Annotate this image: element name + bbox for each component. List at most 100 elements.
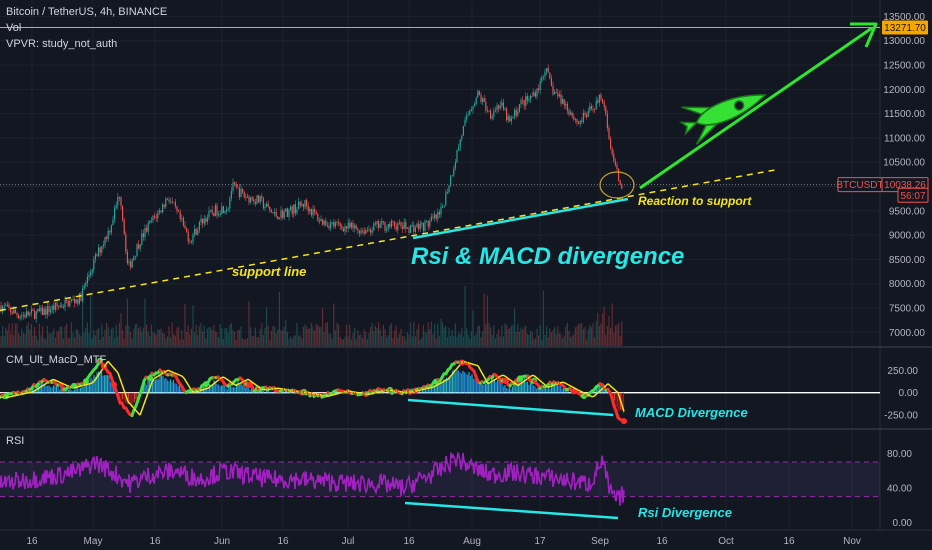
candle-body [54,302,56,310]
volume-bar [37,339,39,346]
volume-bar [176,327,178,346]
volume-bar [291,338,293,346]
volume-bar [181,329,183,346]
volume-bar [549,328,551,346]
macd-signal-segment [49,379,53,382]
volume-bar [29,329,31,346]
candle-body [315,212,317,215]
candle-body [242,188,244,193]
volume-bar [320,326,322,346]
volume-bar [51,332,53,346]
volume-bar [443,327,445,346]
price-tag-label: 10038.26 [884,180,926,191]
volume-bar [517,324,519,346]
time-axis[interactable]: 16 May 16 Jun 16 Jul 16 Aug 17 Sep 16 Oct 16 Nov [26,536,860,547]
candle-body [397,223,399,230]
macd-signal-segment [103,363,107,368]
candle-body [126,252,128,264]
macd-signal-segment [97,372,101,377]
macd-legend: CM_Ult_MacD_MTF [6,354,107,366]
candle-body [283,211,285,218]
volume-bar [362,338,364,346]
candle-body [42,307,44,316]
volume-bar [594,337,596,346]
macd-signal-segment [559,381,563,384]
candle-body [166,198,168,200]
candle-body [75,299,77,304]
volume-bar [389,325,391,346]
volume-bar [46,326,48,346]
candle-body [586,114,588,117]
candle-body [469,111,471,115]
volume-bar [339,337,341,346]
volume-bar [365,332,367,346]
macd-signal-segment [231,382,235,385]
macd-signal-segment [247,378,251,382]
candle-body [171,201,173,203]
volume-bar [251,336,253,346]
macd-signal-segment [505,376,509,379]
candle-body [141,233,143,245]
rsi-axis[interactable]: 80.00 40.00 0.00 [887,449,912,529]
volume-bar [90,295,92,346]
time-tick-label: 16 [403,536,415,547]
macd-divergence-line [407,398,614,417]
candle-body [56,302,58,307]
candle-body [606,114,608,128]
macd-axis[interactable]: 250.00 0.00 -250.00 [884,366,918,422]
volume-bar [336,323,338,346]
candle-body [218,214,220,216]
candle-body [576,118,578,123]
candle-body [2,306,4,312]
macd-signal-segment [611,386,615,390]
volume-bar [189,334,191,346]
candle-body [330,222,332,229]
volume-bar [374,325,376,346]
volume-bar [509,327,511,346]
macd-signal-segment [327,395,331,398]
volume-bar [347,336,349,346]
candle-body [445,192,447,206]
candle-body [131,260,133,268]
volume-bar [464,285,466,346]
macd-signal-segment [73,386,77,389]
time-tick-label: Sep [591,536,609,547]
volume-bar [163,333,165,346]
volume-bar [222,338,224,346]
volume-bar [461,328,463,346]
candle-body [488,110,490,112]
volume-bar [131,338,133,346]
volume-bar [518,331,520,346]
macd-signal-segment [257,385,261,389]
candle-body [466,115,468,120]
macd-signal-segment [479,368,483,374]
candle-body [541,77,543,82]
macd-signal-segment [213,381,217,385]
volume-bar [101,323,103,346]
candle-body [610,138,612,149]
candle-body [294,204,296,214]
volume-bar [410,322,412,346]
candle-body [186,228,188,232]
macd-signal-segment [483,376,487,381]
candle-body [21,315,23,318]
macd-signal-segment [431,386,435,389]
candle-body [552,85,554,95]
volume-bar [349,324,351,346]
candle-body [165,198,167,207]
candle-body [178,210,180,213]
volume-bar [478,325,480,346]
macd-signal-segment [593,393,597,397]
candle-body [507,116,509,121]
volume-bar [538,335,540,346]
candle-body [549,72,551,79]
rsi-legend: RSI [6,435,24,447]
volume-bar [288,339,290,346]
volume-bar [568,331,570,346]
macd-signal-segment [175,372,179,376]
candle-body [384,221,386,231]
volume-bar [64,326,66,346]
volume-bar [539,324,541,346]
volume-bar [18,333,20,346]
